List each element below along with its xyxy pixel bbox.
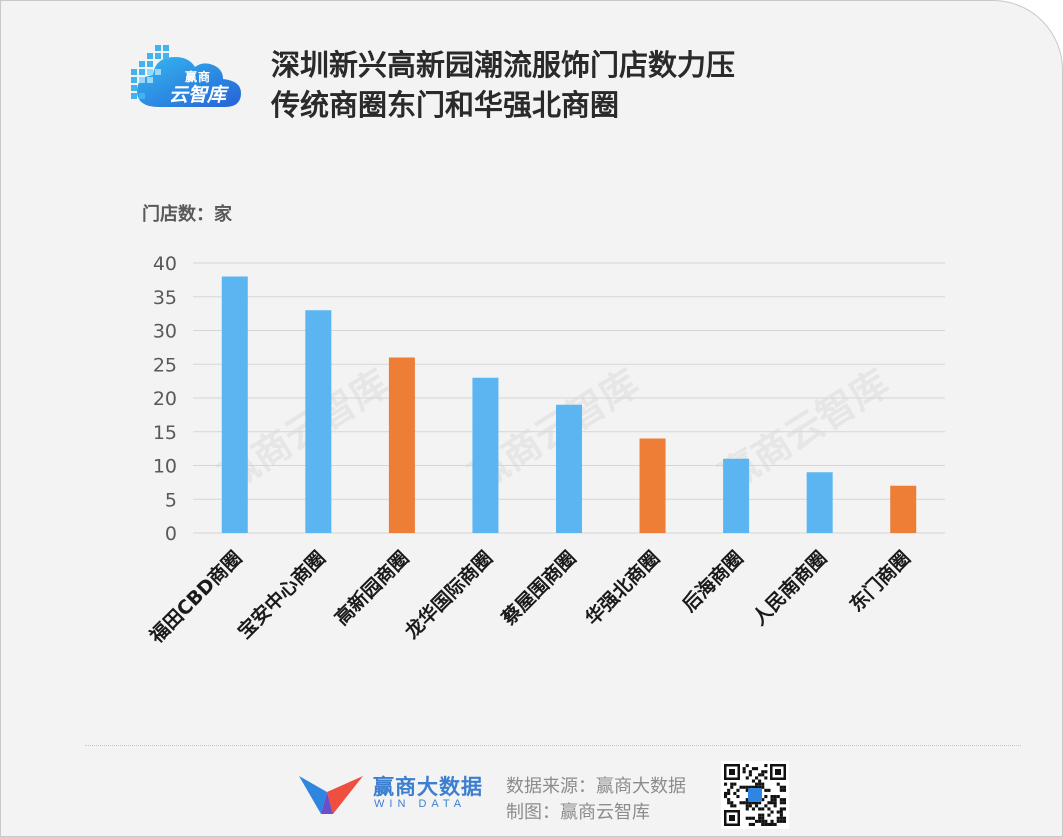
- logo-text-main: 云智库: [169, 84, 227, 106]
- x-category-label: 高新园商圈: [330, 546, 413, 629]
- bar: [556, 404, 582, 533]
- bar: [305, 310, 332, 533]
- chart-title-line-1: 深圳新兴高新园潮流服饰门店数力压: [271, 48, 736, 82]
- y-tick-label: 30: [153, 321, 177, 343]
- x-category-label: 蔡屋围商圈: [497, 546, 580, 629]
- bar: [221, 276, 248, 533]
- bar: [639, 438, 666, 533]
- x-category-label: 东门商圈: [845, 546, 915, 616]
- footer-brand-name: 赢商大数据: [373, 775, 483, 799]
- cloud-logo-icon: [131, 45, 241, 107]
- logo-text-top: 赢商: [185, 70, 212, 84]
- footer-divider: [85, 745, 1021, 746]
- chart-title: 深圳新兴高新园潮流服饰门店数力压 传统商圈东门和华强北商圈: [271, 45, 735, 125]
- y-tick-label: 25: [153, 354, 177, 376]
- x-category-label: 华强北商圈: [581, 546, 664, 629]
- bars: [221, 276, 917, 533]
- y-tick-label: 0: [165, 523, 177, 545]
- footer-brand-english: WIN DATA: [374, 798, 467, 810]
- bar: [472, 377, 499, 533]
- y-axis-ticks: 0 5 10 15 20 25 30 35 40: [153, 253, 177, 545]
- x-category-label: 龙华国际商圈: [400, 546, 497, 643]
- bar: [723, 458, 750, 533]
- windata-logo-icon: [299, 776, 363, 814]
- y-tick-label: 20: [153, 388, 177, 410]
- y-tick-label: 10: [153, 456, 177, 478]
- x-category-label: 宝安中心商圈: [233, 546, 330, 643]
- chart-title-line-2: 传统商圈东门和华强北商圈: [271, 88, 620, 122]
- x-category-label: 后海商圈: [678, 546, 748, 616]
- y-tick-label: 35: [153, 287, 177, 309]
- y-axis-unit-label: 门店数：家: [142, 204, 232, 225]
- x-category-label: 福田CBD商圈: [144, 546, 246, 648]
- bar: [806, 472, 833, 533]
- y-tick-label: 40: [153, 253, 177, 275]
- y-tick-label: 5: [165, 489, 177, 511]
- data-source-text: 数据来源：赢商大数据: [506, 776, 686, 797]
- qr-code-icon: [721, 761, 789, 829]
- chart-maker-text: 制图：赢商云智库: [506, 802, 650, 823]
- x-category-label: 人民南商圈: [748, 546, 831, 629]
- bar: [388, 357, 415, 533]
- y-tick-label: 15: [153, 422, 177, 444]
- bar: [890, 485, 917, 533]
